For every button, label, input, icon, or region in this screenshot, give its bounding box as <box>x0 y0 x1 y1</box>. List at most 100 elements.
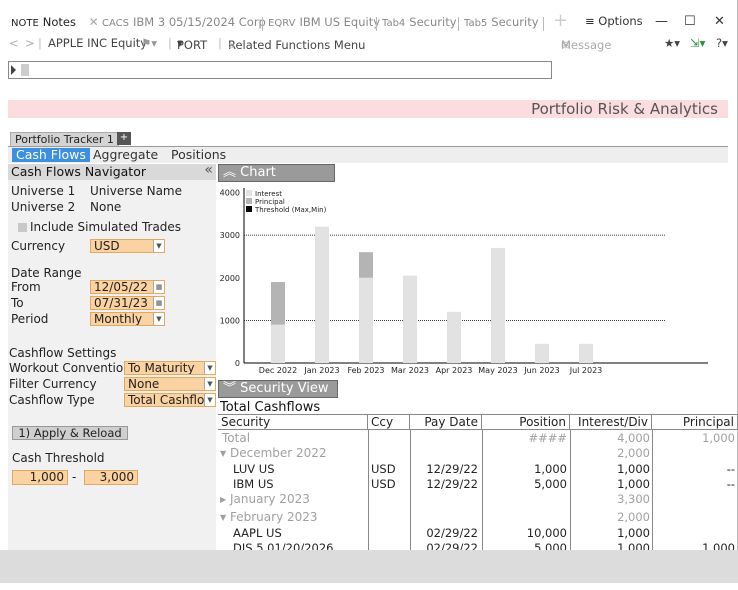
period-dropdown[interactable]: Monthly ▼ <box>90 312 165 326</box>
group-row[interactable]: ▼ February 2023 2,000 <box>218 510 738 525</box>
position-cell <box>483 510 567 525</box>
tab-cash-flows[interactable]: Cash Flows <box>12 148 90 162</box>
x-tick-label: Mar 2023 <box>391 366 429 375</box>
tab-eqrv[interactable]: EQRV IBM US Equity <box>268 15 380 33</box>
tab-4[interactable]: Tab4 Security <box>382 15 457 33</box>
security-view-header[interactable]: ︾ Security View <box>218 380 338 398</box>
from-label: From <box>11 280 41 294</box>
cash-flows-navigator: Cash Flows Navigator « Universe 1 Univer… <box>8 162 216 550</box>
include-simulated-label: Include Simulated Trades <box>30 220 182 234</box>
tab-5[interactable]: Tab5 Security <box>464 15 539 33</box>
chevron-down-icon: ▼ <box>204 394 215 406</box>
chevron-down-icon: ▼ <box>204 362 215 374</box>
group-row[interactable]: ▶ January 2023 3,300 <box>218 492 738 507</box>
collapsed-arrow-icon[interactable]: ▶ <box>220 495 227 504</box>
threshold-max-input[interactable]: 3,000 <box>84 470 138 485</box>
y-tick-label: 4000 <box>220 189 240 198</box>
message-label: Message <box>561 38 612 52</box>
interest-cell: 3,300 <box>617 492 650 506</box>
bar-interest <box>535 343 549 363</box>
legend-interest-swatch <box>246 190 252 196</box>
filter-currency-dropdown[interactable]: None ▼ <box>124 377 216 391</box>
close-icon[interactable]: ✕ <box>88 15 99 29</box>
tab-cacs[interactable]: CACS IBM 3 05/15/2024 Corp <box>102 15 266 33</box>
help-icon[interactable]: ?▾ <box>716 36 728 50</box>
table-row[interactable]: IBM US USD 12/29/22 5,000 1,000 -- <box>218 477 738 492</box>
pay-date-cell: 02/29/22 <box>426 541 478 550</box>
include-simulated-checkbox[interactable] <box>18 223 27 232</box>
navigator-title: Cash Flows Navigator <box>11 164 146 179</box>
back-icon[interactable]: < <box>9 36 19 50</box>
interest-cell: 2,000 <box>617 510 650 524</box>
table-row[interactable]: DIS 5 01/20/2026 02/29/22 5,000 1,000 1,000 <box>218 541 738 550</box>
from-date-field[interactable]: 12/05/22 ▦ <box>90 280 165 294</box>
group-row[interactable]: ▼ December 2022 2,000 <box>218 446 738 461</box>
threshold-min-input[interactable]: 1,000 <box>12 470 68 485</box>
position-cell: 10,000 <box>526 526 567 540</box>
total-cashflows-title: Total Cashflows <box>220 400 321 415</box>
tab-aggregate[interactable]: Aggregate <box>93 147 159 162</box>
table-row[interactable]: AAPL US 02/29/22 10,000 1,000 <box>218 526 738 541</box>
table-row[interactable]: LUV US USD 12/29/22 1,000 1,000 -- <box>218 462 738 477</box>
status-strip <box>0 550 738 583</box>
forward-icon[interactable]: > <box>25 36 35 50</box>
column-header-interest[interactable]: Interest/Div <box>570 415 652 430</box>
x-tick-label: Feb 2023 <box>347 366 384 375</box>
tab-notes[interactable]: NOTE Notes ✕ <box>11 15 99 33</box>
y-tick-label: 1000 <box>220 316 240 325</box>
command-line-input[interactable] <box>8 61 552 79</box>
text-cursor <box>21 64 29 76</box>
period-value: Monthly <box>94 312 143 326</box>
column-header-security[interactable]: Security <box>218 415 368 430</box>
security-field[interactable]: APPLE INC Equity <box>48 36 148 50</box>
currency-dropdown[interactable]: USD ▼ <box>90 239 165 253</box>
minimize-icon[interactable]: — <box>655 14 668 29</box>
x-tick-label: May 2023 <box>478 366 517 375</box>
pay-date-cell <box>411 510 478 525</box>
calendar-icon[interactable]: ▦ <box>153 297 164 309</box>
tab-positions[interactable]: Positions <box>171 147 227 162</box>
collapse-icon[interactable]: « <box>204 162 213 178</box>
export-icon[interactable]: ⇲▾ <box>690 36 706 50</box>
column-header-principal[interactable]: Principal <box>652 415 738 430</box>
interest-cell: 1,000 <box>617 526 650 540</box>
bar-interest <box>491 247 505 363</box>
options-menu[interactable]: ≡ Options <box>585 14 643 28</box>
calendar-icon[interactable]: ▦ <box>153 281 164 293</box>
tab-portfolio-tracker[interactable]: Portfolio Tracker 1 <box>10 132 119 147</box>
legend-principal: Principal <box>255 198 285 206</box>
star-icon[interactable]: ★▾ <box>664 36 681 50</box>
ccy-cell <box>371 541 409 550</box>
principal-cell: 1,000 <box>702 541 735 550</box>
port-menu[interactable]: PORT ▾ <box>177 36 208 52</box>
universe1-value[interactable]: Universe Name <box>90 184 182 198</box>
flag-icon[interactable]: ⚑▾ <box>141 36 158 50</box>
chart-section-header[interactable]: ︽ Chart <box>218 164 335 182</box>
ccy-cell: USD <box>371 477 396 491</box>
universe2-value[interactable]: None <box>90 200 122 214</box>
cashflow-type-dropdown[interactable]: Total Cashflow ▼ <box>124 393 216 407</box>
column-header-position[interactable]: Position <box>482 415 570 430</box>
workout-dropdown[interactable]: To Maturity ▼ <box>124 361 216 375</box>
tab-prefix: EQRV <box>268 18 296 29</box>
column-divider <box>570 430 571 550</box>
maximize-icon[interactable]: ☐ <box>684 14 696 29</box>
add-tracker-button[interactable]: + <box>117 132 131 145</box>
universe2-label: Universe 2 <box>11 200 76 214</box>
position-cell: 5,000 <box>534 477 567 491</box>
window-close-icon[interactable]: ✕ <box>714 14 725 29</box>
to-date-field[interactable]: 07/31/23 ▦ <box>90 296 165 310</box>
total-row[interactable]: Total #### 4,000 1,000 <box>218 431 738 446</box>
security-cell: IBM US <box>233 477 274 491</box>
ccy-cell <box>371 492 409 507</box>
column-header-pay-date[interactable]: Pay Date <box>410 415 482 430</box>
principal-cell: 1,000 <box>702 431 735 445</box>
ccy-cell <box>371 446 409 461</box>
column-header-ccy[interactable]: Ccy <box>368 415 410 430</box>
legend-interest: Interest <box>255 190 282 198</box>
expanded-arrow-icon[interactable]: ▼ <box>220 449 227 458</box>
tab-label: IBM US Equity <box>299 15 381 29</box>
apply-reload-button[interactable]: 1) Apply & Reload <box>12 426 128 440</box>
expanded-arrow-icon[interactable]: ▼ <box>220 513 227 522</box>
add-tab-icon[interactable]: + <box>553 10 569 31</box>
